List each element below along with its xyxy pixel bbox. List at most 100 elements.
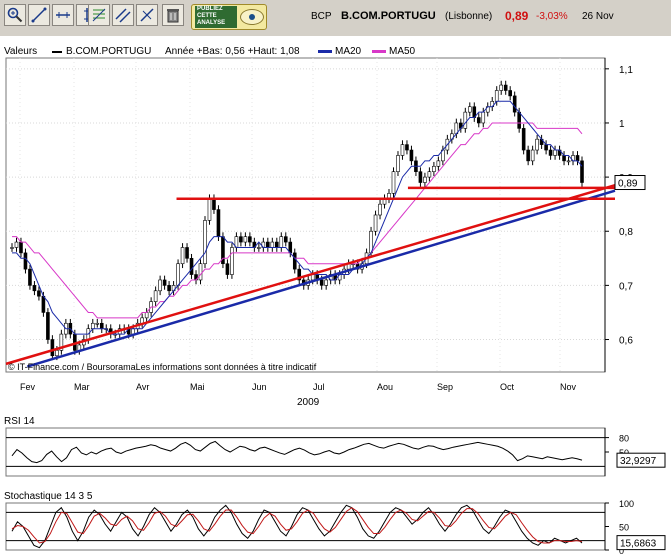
quote-ticker: BCP xyxy=(311,11,332,22)
stochastic-last-value-box xyxy=(616,535,666,551)
candle-body xyxy=(283,236,288,243)
candle-body xyxy=(275,241,279,248)
candle-body xyxy=(553,149,557,156)
quote-change: -3,03% xyxy=(536,11,568,22)
rsi-last-value-label: 32,9297 xyxy=(620,456,657,467)
candle-body xyxy=(503,84,508,91)
publish-analysis-button[interactable]: PUBLIEZ CETTE ANALYSE xyxy=(191,4,267,30)
candle-body xyxy=(90,322,95,329)
candle-body xyxy=(396,155,400,172)
candle-body xyxy=(400,144,405,156)
publish-analysis-label: PUBLIEZ CETTE ANALYSE xyxy=(195,6,237,28)
candle-body xyxy=(324,279,328,286)
ma20-line xyxy=(12,100,583,335)
parallel-lines-icon[interactable] xyxy=(112,4,134,26)
main-y-tick-label: 1,1 xyxy=(619,65,633,76)
candle-body xyxy=(23,252,28,270)
candle-body xyxy=(212,198,216,210)
candle-body xyxy=(279,236,284,248)
candle-body xyxy=(266,241,270,248)
candle-body xyxy=(526,149,530,162)
ma50-line xyxy=(12,122,583,319)
candle-body xyxy=(548,149,553,156)
indicator-line--k xyxy=(11,504,583,549)
main-x-tick-label: Aou xyxy=(377,382,393,392)
main-x-tick-label: Jun xyxy=(252,382,267,392)
candle-body xyxy=(535,138,539,151)
candle-body xyxy=(418,171,423,183)
candle-body xyxy=(508,90,512,97)
candle-body xyxy=(257,247,261,249)
candle-body xyxy=(239,236,243,243)
main-x-tick-label: Sep xyxy=(437,382,453,392)
quote-market: (Lisbonne) xyxy=(445,11,493,22)
toolbar: PUBLIEZ CETTE ANALYSE BCP B.COM.PORTUGU … xyxy=(0,0,671,37)
candle-body xyxy=(28,268,32,286)
candle-body xyxy=(144,312,149,319)
subpanel-y-tick-label: 0 xyxy=(619,546,624,556)
candle-body xyxy=(32,285,37,292)
publish-line-2: CETTE xyxy=(197,13,217,19)
main-x-tick-label: Mai xyxy=(190,382,205,392)
candle-body xyxy=(95,322,100,325)
candle-body xyxy=(185,247,189,259)
main-y-tick-label: 0,6 xyxy=(619,336,633,347)
angle-line-icon[interactable] xyxy=(136,4,158,26)
legend-ma20-swatch xyxy=(318,50,332,53)
candle-body xyxy=(580,160,584,183)
candle-body xyxy=(243,236,248,243)
candle-body xyxy=(521,128,526,151)
subpanel-y-tick-label: 50 xyxy=(619,523,629,533)
trendline-icon[interactable] xyxy=(28,4,50,26)
candle-body xyxy=(423,176,427,183)
stochastic-last-value-label: 15,6863 xyxy=(620,539,657,550)
main-y-tick-label: 0,8 xyxy=(619,227,633,238)
candle-body xyxy=(494,90,499,102)
delete-icon[interactable] xyxy=(162,4,184,26)
legend-values-label: Valeurs xyxy=(4,46,38,57)
fibonacci-icon[interactable] xyxy=(88,4,110,26)
zoom-in-icon[interactable] xyxy=(4,4,26,26)
candle-body xyxy=(207,198,212,221)
candle-body xyxy=(230,247,234,275)
main-x-tick-label: Jul xyxy=(313,382,325,392)
eye-icon xyxy=(240,9,264,25)
candle-body xyxy=(46,312,50,340)
trendline-support-red xyxy=(5,184,616,366)
legend-ma50-swatch xyxy=(372,50,386,53)
main-x-axis-label: 2009 xyxy=(297,397,320,408)
main-x-tick-label: Avr xyxy=(136,382,149,392)
horizontal-line-icon[interactable] xyxy=(52,4,74,26)
candle-body xyxy=(167,285,171,292)
main-x-tick-label: Oct xyxy=(500,382,515,392)
legend-series-swatch xyxy=(52,51,62,53)
candle-body xyxy=(409,149,414,162)
legend-series-name: B.COM.PORTUGU xyxy=(66,46,152,57)
candle-body xyxy=(10,247,14,249)
candle-body xyxy=(378,203,382,216)
candle-body xyxy=(373,214,378,232)
candle-body xyxy=(405,144,409,151)
quote-date: 26 Nov xyxy=(582,11,614,22)
main-plot-frame xyxy=(5,57,606,373)
candle-body xyxy=(225,263,230,275)
candle-body xyxy=(499,84,504,91)
candle-body xyxy=(41,295,46,313)
candle-body xyxy=(99,322,104,329)
candle-body xyxy=(517,111,521,129)
candle-body xyxy=(158,279,162,292)
candle-body xyxy=(562,155,566,162)
legend-range: Année +Bas: 0,56 +Haut: 1,08 xyxy=(165,46,300,57)
candle-body xyxy=(575,155,580,162)
candle-body xyxy=(476,117,481,124)
candle-body xyxy=(153,290,158,302)
subpanel-frame xyxy=(5,427,606,477)
stochastic-title: Stochastique 14 3 5 xyxy=(4,491,93,502)
candle-body xyxy=(297,268,302,281)
candle-body xyxy=(427,171,432,178)
main-x-tick-label: Nov xyxy=(560,382,577,392)
publish-line-3: ANALYSE xyxy=(197,20,226,26)
candle-body xyxy=(37,290,41,297)
candle-body xyxy=(19,241,23,254)
subpanel-frame xyxy=(5,502,606,551)
